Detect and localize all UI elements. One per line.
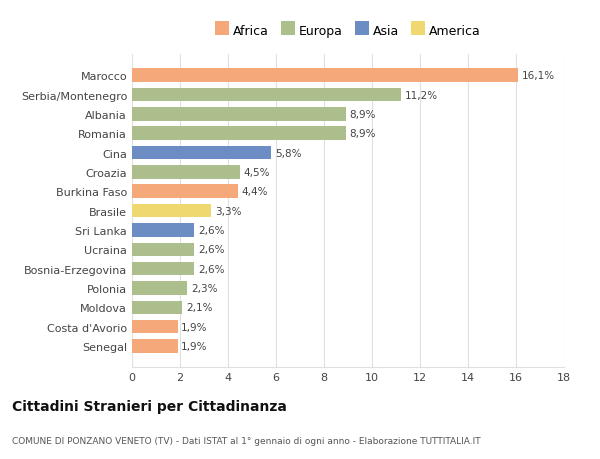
Bar (132, 69, 518, 83)
Text: 2,6%: 2,6% (198, 225, 224, 235)
Text: 16,1%: 16,1% (522, 71, 555, 81)
Text: 4,5%: 4,5% (244, 168, 270, 178)
Bar (132, 320, 178, 334)
Text: 2,3%: 2,3% (191, 283, 217, 293)
Bar (132, 166, 240, 179)
Bar (132, 224, 194, 237)
Text: 2,6%: 2,6% (198, 264, 224, 274)
Bar (132, 340, 178, 353)
Text: 3,3%: 3,3% (215, 206, 241, 216)
Text: 11,2%: 11,2% (404, 90, 437, 101)
Text: Cittadini Stranieri per Cittadinanza: Cittadini Stranieri per Cittadinanza (12, 399, 287, 413)
Bar (132, 89, 401, 102)
Bar (132, 146, 271, 160)
Text: 4,4%: 4,4% (241, 187, 268, 197)
Text: 8,9%: 8,9% (349, 129, 376, 139)
Bar (132, 185, 238, 199)
Text: 1,9%: 1,9% (181, 341, 208, 351)
Legend: Africa, Europa, Asia, America: Africa, Europa, Asia, America (211, 20, 485, 43)
Text: 2,6%: 2,6% (198, 245, 224, 255)
Bar (132, 204, 211, 218)
Text: 2,1%: 2,1% (186, 302, 212, 313)
Bar (132, 127, 346, 141)
Text: 5,8%: 5,8% (275, 148, 301, 158)
Bar (132, 108, 346, 121)
Bar (132, 301, 182, 314)
Text: 8,9%: 8,9% (349, 110, 376, 120)
Text: COMUNE DI PONZANO VENETO (TV) - Dati ISTAT al 1° gennaio di ogni anno - Elaboraz: COMUNE DI PONZANO VENETO (TV) - Dati IST… (12, 436, 481, 445)
Bar (132, 262, 194, 276)
Bar (132, 281, 187, 295)
Bar (132, 243, 194, 257)
Text: 1,9%: 1,9% (181, 322, 208, 332)
